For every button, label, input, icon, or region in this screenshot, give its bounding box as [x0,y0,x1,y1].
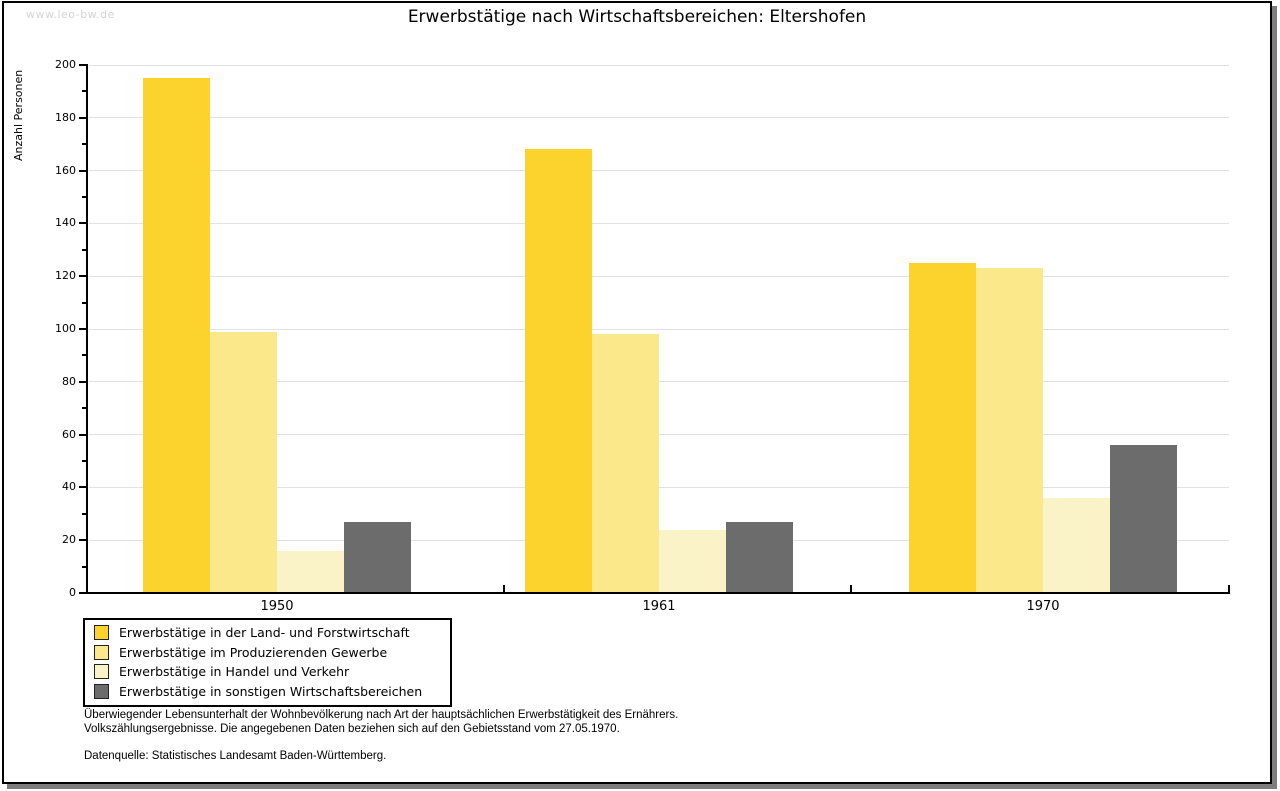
y-tick-label: 200 [55,58,76,71]
y-major-tick [79,169,87,172]
y-minor-tick [82,301,87,304]
y-tick-label: 0 [69,586,76,599]
y-minor-tick [82,460,87,462]
y-minor-tick [82,196,87,198]
y-tick-label: 100 [55,322,76,335]
gridline [89,486,1229,488]
plot-area: 0 20 40 60 80 100 120 140 160 180 200 1950 1961 1970 [4,3,1270,782]
gridline [89,381,1229,383]
watermark: www.leo-bw.de [26,8,115,21]
gridline [89,328,1229,330]
y-major-tick [79,380,87,383]
y-major-tick [79,116,87,119]
legend-swatch-icon [94,644,109,660]
y-minor-tick [82,565,87,568]
x-axis-line [86,592,1230,594]
y-tick-label: 120 [55,269,76,283]
bar-1970-series-3 [1043,497,1110,593]
bar-1970-series-4 [1110,445,1177,593]
gridline [89,222,1229,224]
footnote-line-2: Volkszählungsergebnisse. Die angegebenen… [84,723,620,735]
y-axis-line [86,64,88,594]
y-tick-label: 40 [62,480,76,494]
legend-item: Erwerbstätige in sonstigen Wirtschaftsbe… [91,682,444,702]
y-minor-tick [82,354,87,357]
y-tick-label: 140 [55,216,76,230]
bar-1970-series-1 [909,263,976,593]
y-major-tick [79,433,87,436]
gridline [89,64,1229,66]
y-minor-tick [82,90,87,93]
legend-label: Erwerbstätige in Handel und Verkehr [119,664,350,680]
y-tick-label: 180 [55,110,76,124]
bar-1961-series-2 [592,334,659,593]
footnote-line-1: Überwiegender Lebensunterhalt der Wohnbe… [84,709,679,721]
x-tick [1228,585,1230,593]
legend-swatch-icon [94,683,109,699]
footnote-source: Datenquelle: Statistisches Landesamt Bad… [84,750,387,762]
legend-swatch-icon [94,664,109,680]
gridline [89,275,1229,277]
bar-1950-series-2 [210,331,277,593]
bar-1961-series-3 [659,529,726,593]
y-minor-tick [82,143,87,146]
y-tick-label: 20 [62,533,76,547]
legend: Erwerbstätige in der Land- und Forstwirt… [83,618,452,707]
y-tick-label: 160 [55,163,76,177]
legend-swatch-icon [94,625,109,641]
x-tick-label-1950: 1950 [260,599,294,614]
bar-1950-series-4 [344,521,411,593]
legend-item: Erwerbstätige in der Land- und Forstwirt… [91,623,444,643]
gridline [89,117,1229,119]
y-tick-label: 60 [62,427,76,441]
gridline [89,170,1229,172]
x-tick-label-1970: 1970 [1026,599,1060,614]
bar-1961-series-4 [726,521,793,593]
y-major-tick [79,539,87,542]
y-major-tick [79,222,87,225]
y-major-tick [79,486,87,489]
x-tick [850,585,852,593]
x-tick-label-1961: 1961 [642,599,676,614]
y-major-tick [79,64,87,66]
gridline [89,434,1229,436]
bar-1961-series-1 [525,149,592,593]
bar-1950-series-3 [277,550,344,593]
bar-1970-series-2 [976,268,1043,593]
y-major-tick [79,592,87,594]
x-tick [503,585,505,593]
footnotes: Überwiegender Lebensunterhalt der Wohnbe… [84,708,678,763]
legend-label: Erwerbstätige im Produzierenden Gewerbe [119,644,388,660]
legend-item: Erwerbstätige in Handel und Verkehr [91,662,444,682]
legend-label: Erwerbstätige in der Land- und Forstwirt… [119,625,410,641]
bar-1950-series-1 [143,78,210,593]
legend-item: Erwerbstätige im Produzierenden Gewerbe [91,643,444,663]
y-major-tick [79,275,87,278]
y-minor-tick [82,512,87,515]
y-minor-tick [82,248,87,251]
y-tick-label: 80 [62,374,76,388]
legend-label: Erwerbstätige in sonstigen Wirtschaftsbe… [119,683,423,699]
y-minor-tick [82,407,87,410]
chart-title: Erwerbstätige nach Wirtschaftsbereichen:… [407,7,867,27]
y-major-tick [79,328,87,330]
